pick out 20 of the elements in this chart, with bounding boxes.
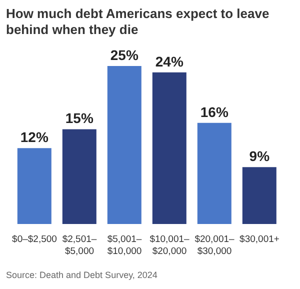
x-tick-label: $5,001–$10,000: [107, 234, 142, 257]
x-tick-label: $30,001+: [240, 234, 280, 245]
x-tick-label: $10,001–$20,000: [150, 234, 190, 257]
x-tick-label: $20,001–$30,000: [194, 234, 236, 257]
bar: [152, 72, 186, 224]
data-label: 12%: [20, 129, 49, 146]
source-note: Source: Death and Debt Survey, 2024: [6, 270, 158, 280]
bar: [62, 129, 96, 224]
bar: [242, 167, 276, 224]
bar: [197, 122, 232, 224]
chart-title: How much debt Americans expect to leave behind when they die: [6, 6, 270, 38]
x-tick-label: $0–$2,500: [12, 234, 57, 245]
data-label: 24%: [155, 53, 184, 70]
data-label: 25%: [110, 47, 139, 63]
bar: [107, 66, 142, 224]
data-label: 16%: [200, 104, 229, 120]
data-label: 15%: [65, 110, 94, 126]
x-tick-label: $2,501–$5,000: [62, 234, 98, 257]
data-label: 9%: [249, 148, 270, 164]
bar: [17, 148, 52, 224]
